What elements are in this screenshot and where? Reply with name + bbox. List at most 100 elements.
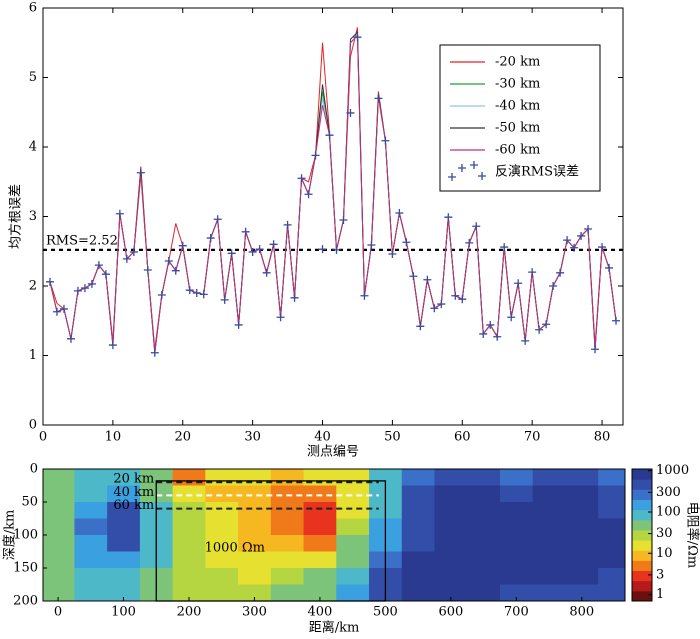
colorbar-swatch <box>632 479 652 490</box>
heatmap-cell <box>303 485 337 503</box>
heatmap-cell <box>172 485 206 503</box>
legend-label: 反演RMS误差 <box>495 164 579 180</box>
rms-point <box>395 209 404 218</box>
rms-point <box>521 336 530 345</box>
heatmap-cell <box>238 518 272 536</box>
rms-point <box>507 313 516 322</box>
heatmap-cell <box>74 502 108 519</box>
annotation: 1000 Ωm <box>205 541 265 556</box>
heatmap-cell <box>598 584 625 601</box>
heatmap-cell <box>401 551 435 569</box>
colorbar-tick-label: 1 <box>656 587 664 602</box>
heatmap-cell <box>107 469 141 486</box>
rms-point <box>178 241 187 250</box>
heatmap-cell <box>598 535 625 552</box>
y-tick-label: 100 <box>13 528 38 543</box>
rms-point <box>451 291 460 300</box>
heatmap-cell <box>401 518 435 536</box>
depth-line-label: 60 km <box>113 498 154 513</box>
colorbar-frame <box>631 468 653 602</box>
heatmap-cell <box>303 518 337 536</box>
y-tick-label: 6 <box>29 1 37 16</box>
heatmap-cell <box>467 551 501 569</box>
x-tick-label: 30 <box>244 430 261 445</box>
heatmap-cell <box>43 584 75 601</box>
rms-point <box>241 227 250 236</box>
heatmap-cell <box>336 584 370 601</box>
heatmap-cell <box>598 502 625 519</box>
rms-point <box>381 136 390 145</box>
heatmap-cell <box>238 568 272 585</box>
heatmap-cell <box>205 469 239 486</box>
depth-line-label: 40 km <box>113 485 154 500</box>
heatmap-cell <box>270 502 305 519</box>
heatmap-cell <box>434 518 468 536</box>
rms-point <box>570 243 579 252</box>
heatmap-cell <box>107 584 141 601</box>
heatmap-cell <box>434 469 468 486</box>
rms-point <box>409 272 418 281</box>
heatmap-cell <box>499 535 534 552</box>
legend-label: -60 km <box>495 143 540 158</box>
rms-point <box>542 320 551 329</box>
reference-label: RMS=2.52 <box>46 233 118 248</box>
heatmap-cell <box>336 469 370 486</box>
rms-point <box>402 238 411 247</box>
rms-point <box>430 304 439 313</box>
heatmap-cell <box>401 535 435 552</box>
heatmap-cell <box>107 535 141 552</box>
rms-point <box>185 286 194 295</box>
rms-point <box>276 313 285 322</box>
rms-point <box>598 243 607 252</box>
rms-point <box>269 240 278 249</box>
heatmap-cell <box>74 551 108 569</box>
heatmap-cell <box>434 551 468 569</box>
rms-point <box>94 261 103 270</box>
rms-point <box>388 250 397 259</box>
heatmap-cell <box>434 568 468 585</box>
heatmap-cell <box>467 535 501 552</box>
rms-point <box>290 293 299 302</box>
x-tick-label: 0 <box>54 605 62 620</box>
heatmap-cell <box>303 551 337 569</box>
heatmap-cell <box>43 502 75 519</box>
heatmap-cell <box>303 535 337 552</box>
heatmap-cell <box>598 485 625 503</box>
y-tick-label: 1 <box>29 348 37 363</box>
rms-point <box>80 284 89 293</box>
colorbar-swatch <box>632 499 652 511</box>
heatmap-cell <box>565 551 599 569</box>
legend-marker <box>470 161 478 169</box>
x-tick-label: 20 <box>174 430 191 445</box>
heatmap-cell <box>532 485 566 503</box>
heatmap-cell <box>336 551 370 569</box>
heatmap-cell <box>434 485 468 503</box>
heatmap-cell <box>532 568 566 585</box>
heatmap-cell <box>270 518 305 536</box>
y-tick-label: 50 <box>21 495 38 510</box>
heatmap-cell <box>74 535 108 552</box>
heatmap-cell <box>499 485 534 503</box>
colorbar-swatch <box>632 469 652 480</box>
x-tick-label: 800 <box>569 605 594 620</box>
rms-point <box>206 234 215 243</box>
heatmap-cell <box>107 502 141 519</box>
heatmap-cell <box>172 568 206 585</box>
heatmap-cell <box>205 568 239 585</box>
heatmap-cell <box>467 568 501 585</box>
rms-point <box>444 213 453 222</box>
rms-point <box>458 295 467 304</box>
y-tick-label: 200 <box>13 594 38 609</box>
heatmap-cell <box>107 568 141 585</box>
heatmap-cell <box>74 485 108 503</box>
colorbar-swatch <box>632 570 652 582</box>
rms-point <box>59 304 68 313</box>
rms-point <box>416 322 425 331</box>
heatmap-cell <box>336 502 370 519</box>
heatmap-cell <box>270 584 305 601</box>
rms-point <box>129 247 138 256</box>
rms-point <box>297 174 306 183</box>
heatmap-cell <box>499 568 534 585</box>
rms-point <box>192 288 201 297</box>
colorbar-label: 电阻率/Ωm <box>685 502 700 569</box>
